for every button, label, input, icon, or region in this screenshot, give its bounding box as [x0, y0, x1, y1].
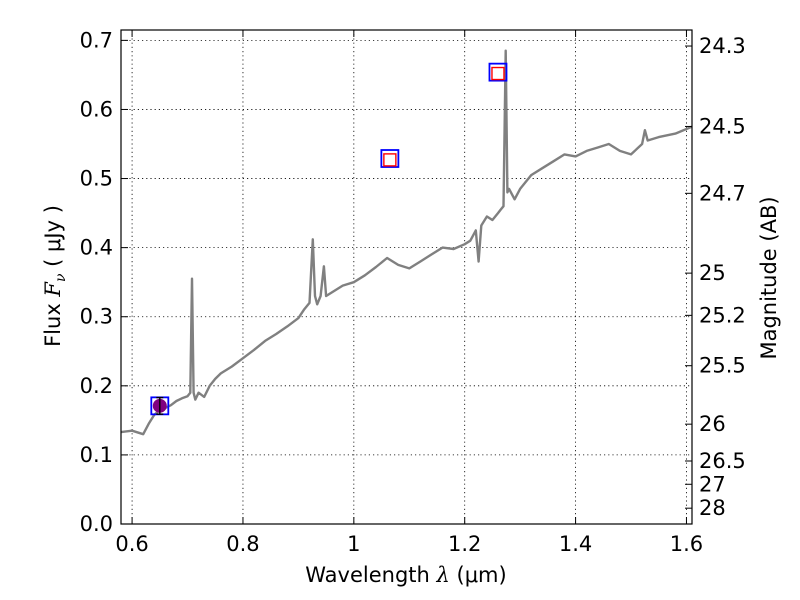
grid-layer [121, 30, 692, 525]
spectrum-line [120, 49, 693, 436]
x-tick-label: 0.8 [226, 532, 259, 556]
y-tick-label: 0.3 [80, 305, 113, 329]
x-axis-label: Wavelength λ (μm) [305, 563, 506, 587]
x-tick-label: 0.6 [115, 532, 148, 556]
y2-tick-label: 25.2 [699, 303, 746, 327]
y2-tick-label: 24.7 [699, 181, 746, 205]
y-tick-label: 0.4 [80, 236, 113, 260]
x-tick-label: 1.6 [670, 532, 703, 556]
x-tick-label: 1.2 [448, 532, 481, 556]
axes-layer: 0.6 0.8 1 1.2 1.4 1.6 0.0 0.1 0.2 0.3 0.4 0.5 0.6 0.7… [80, 28, 746, 556]
y-axis-label: Flux Fν ( μJy ) [41, 205, 69, 347]
photometry-points [150, 62, 508, 416]
photometry-point [488, 62, 508, 82]
y2-tick-label: 27 [699, 472, 726, 496]
y2-tick-label: 25 [699, 261, 726, 285]
y2-tick-label: 26.5 [699, 449, 746, 473]
y-tick-label: 0.0 [80, 512, 113, 536]
photometry-point [150, 396, 170, 416]
y-tick-label: 0.6 [80, 97, 113, 121]
photometry-point [380, 149, 400, 168]
x-tick-label: 1 [347, 532, 360, 556]
y2-tick-label: 25.5 [699, 354, 746, 378]
y2-tick-label: 24.5 [699, 114, 746, 138]
observed-flux-square [380, 149, 400, 168]
y2-tick-label: 24.3 [699, 34, 746, 58]
observed-flux-square [488, 62, 508, 82]
y2-axis-label: Magnitude (AB) [757, 196, 781, 359]
y-tick-label: 0.2 [80, 374, 113, 398]
y-tick-label: 0.5 [80, 167, 113, 191]
model-flux-square [491, 66, 505, 81]
plot-frame [120, 29, 693, 525]
spectrum-layer [120, 49, 693, 436]
x-tick-label: 1.4 [559, 532, 592, 556]
y2-tick-label: 28 [699, 496, 726, 520]
model-flux-square [383, 153, 397, 167]
y-tick-label: 0.7 [80, 28, 113, 52]
y2-tick-label: 26 [699, 412, 726, 436]
y-tick-label: 0.1 [80, 443, 113, 467]
